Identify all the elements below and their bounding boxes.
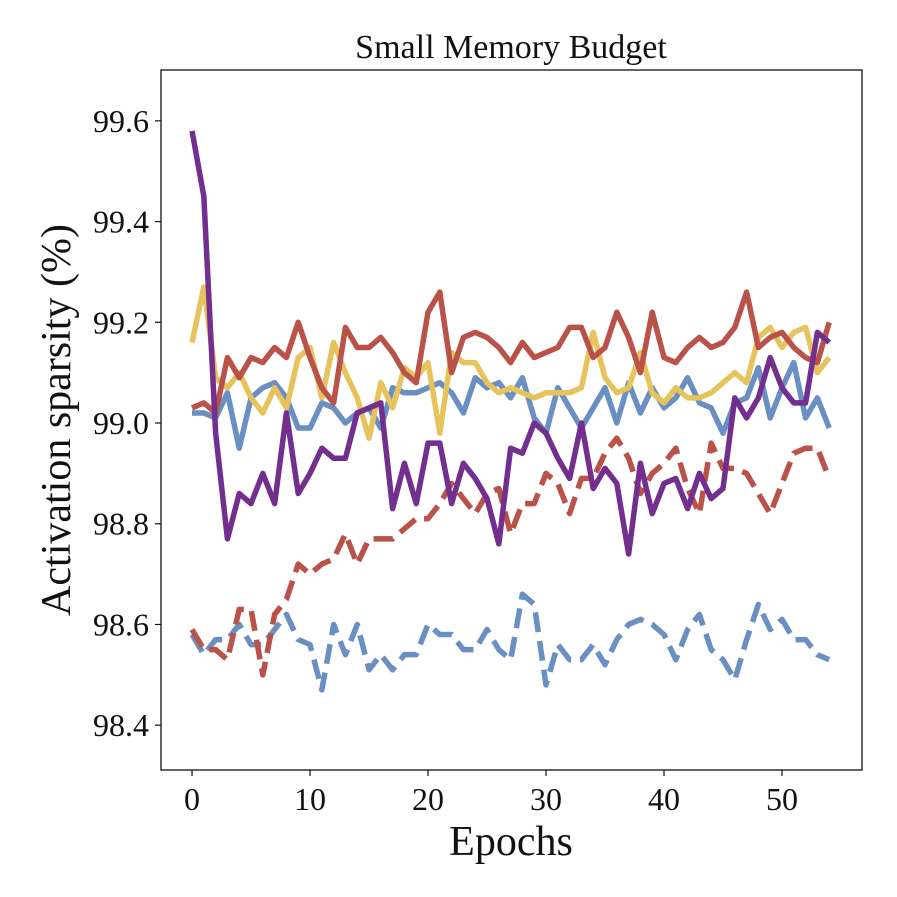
x-tick-label: 50 <box>766 781 798 817</box>
series-line <box>192 359 832 451</box>
x-tick-label: 0 <box>184 781 200 817</box>
y-axis-label: Activation sparsity (%) <box>34 224 80 616</box>
x-tick-label: 20 <box>412 781 444 817</box>
chart-title: Small Memory Budget <box>355 29 667 66</box>
y-tick-label: 98.4 <box>93 707 149 743</box>
y-tick-label: 98.8 <box>93 506 149 542</box>
x-tick-label: 30 <box>530 781 562 817</box>
series-line <box>189 284 832 441</box>
x-tick-label: 10 <box>294 781 326 817</box>
y-tick-label: 99.6 <box>93 103 149 139</box>
series-line <box>189 435 832 678</box>
y-tick-label: 99.2 <box>93 304 149 340</box>
x-tick-label: 40 <box>648 781 680 817</box>
y-tick-label: 99.0 <box>93 405 149 441</box>
y-tick-label: 99.4 <box>93 204 149 240</box>
y-tick-label: 98.6 <box>93 606 149 642</box>
x-axis-label: Epochs <box>449 819 573 865</box>
plot-frame <box>160 69 863 771</box>
series-line <box>190 289 832 416</box>
series-line <box>189 130 831 557</box>
series-line <box>189 591 831 693</box>
